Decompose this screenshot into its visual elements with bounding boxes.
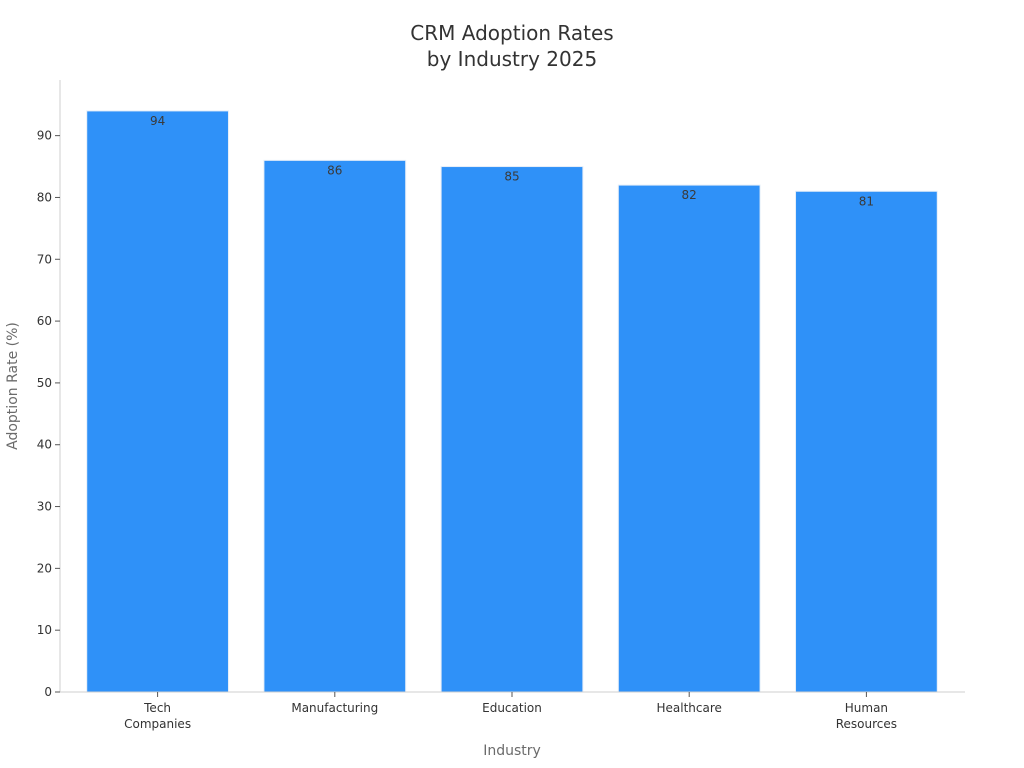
x-tick-label: Companies (124, 717, 191, 731)
x-tick-label: Manufacturing (291, 701, 378, 715)
data-label: 82 (682, 188, 697, 202)
y-ticks-group: 0 10 20 30 40 50 60 70 80 90 (37, 129, 60, 699)
x-tick-label: Healthcare (656, 701, 721, 715)
bar (86, 110, 229, 693)
x-ticks-group: Tech Companies Manufacturing Education Healt… (124, 692, 897, 731)
y-tick-label: 0 (44, 685, 52, 699)
x-tick-label: Tech (143, 701, 171, 715)
x-tick-label: Resources (836, 717, 897, 731)
y-tick-label: 10 (37, 623, 52, 637)
y-tick-label: 40 (37, 438, 52, 452)
bars-group (86, 110, 938, 693)
bar (617, 184, 761, 693)
x-tick-label: Human (845, 701, 888, 715)
y-tick-label: 70 (37, 252, 52, 266)
bar (440, 166, 584, 693)
y-axis-label: Adoption Rate (%) (5, 322, 21, 450)
x-tick-label: Education (482, 701, 542, 715)
y-tick-label: 50 (37, 376, 52, 390)
data-label: 81 (859, 194, 874, 208)
chart-title-line-2: by Industry 2025 (427, 47, 597, 71)
data-label: 94 (150, 114, 165, 128)
bar (263, 159, 407, 693)
y-tick-label: 30 (37, 500, 52, 514)
y-tick-label: 90 (37, 129, 52, 143)
y-tick-label: 20 (37, 561, 52, 575)
x-axis-label: Industry (483, 743, 541, 759)
y-tick-label: 80 (37, 190, 52, 204)
data-label: 86 (327, 163, 342, 177)
y-tick-label: 60 (37, 314, 52, 328)
data-labels-group: 94 86 85 82 81 (150, 114, 874, 208)
bar (795, 190, 938, 693)
data-label: 85 (504, 170, 519, 184)
chart-title-line-1: CRM Adoption Rates (410, 21, 613, 45)
